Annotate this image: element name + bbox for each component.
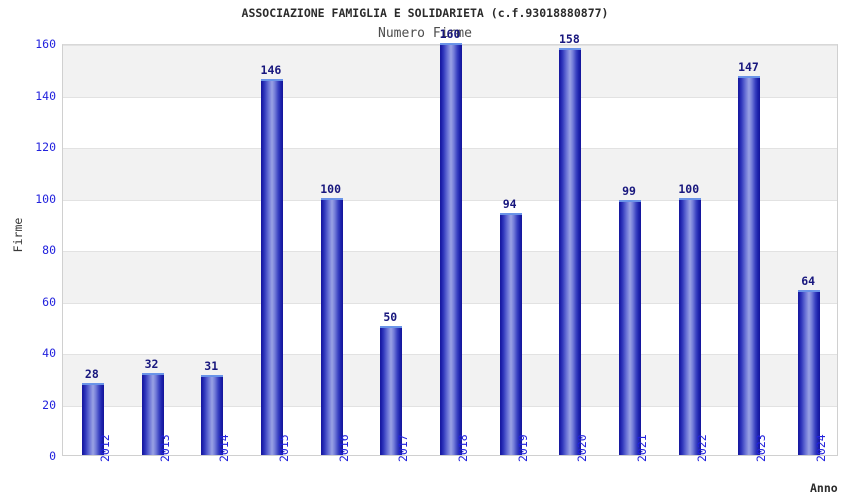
chart-subtitle: Numero Firme xyxy=(378,26,472,41)
bar[interactable] xyxy=(678,197,701,455)
bar-value-label: 50 xyxy=(383,310,398,325)
bar[interactable] xyxy=(738,76,761,455)
y-tick-label: 120 xyxy=(35,140,56,154)
chart-title: ASSOCIAZIONE FAMIGLIA E SOLIDARIETA (c.f… xyxy=(241,6,609,20)
bar-value-label: 100 xyxy=(678,181,700,196)
x-tick-label: 2016 xyxy=(336,434,351,462)
x-tick-label: 2022 xyxy=(694,434,709,462)
bar-value-label: 64 xyxy=(801,274,816,289)
bar-value-label: 32 xyxy=(144,356,159,371)
x-tick-label: 2013 xyxy=(157,434,172,462)
y-tick-label: 140 xyxy=(35,88,56,103)
bar-value-label: 158 xyxy=(558,32,580,47)
bar[interactable] xyxy=(798,290,821,455)
y-tick-label: 160 xyxy=(35,37,56,51)
x-tick-label: 2024 xyxy=(814,434,829,462)
y-axis-ticks: 0 20 40 60 80 100 120 140 160 xyxy=(0,0,56,500)
bar-value-label: 147 xyxy=(738,60,759,75)
bar-value-label: 99 xyxy=(622,184,636,199)
bar[interactable] xyxy=(260,79,283,455)
bar-value-label: 28 xyxy=(84,366,99,381)
x-tick-label: 2015 xyxy=(276,434,291,462)
x-tick-label: 2018 xyxy=(456,434,470,462)
y-tick-label: 20 xyxy=(42,397,56,412)
x-tick-label: 2023 xyxy=(754,434,769,462)
bar[interactable] xyxy=(141,372,164,455)
y-tick-label: 40 xyxy=(42,346,56,360)
x-tick-label: 2020 xyxy=(575,434,590,462)
x-tick-label: 2021 xyxy=(635,434,650,462)
bar-value-label: 160 xyxy=(439,27,461,41)
x-axis-label: Anno xyxy=(810,481,838,495)
y-tick-label: 80 xyxy=(42,243,56,257)
bar[interactable] xyxy=(499,212,522,455)
bar-value-label: 94 xyxy=(502,196,517,211)
x-tick-label: 2012 xyxy=(97,434,112,462)
bar-value-label: 100 xyxy=(320,181,341,196)
y-tick-label: 0 xyxy=(49,449,56,463)
y-axis-label: Firme xyxy=(11,217,25,253)
bar-value-label: 146 xyxy=(260,63,282,78)
plot-area xyxy=(62,43,838,456)
x-tick-label: 2019 xyxy=(515,434,530,462)
bar[interactable] xyxy=(81,382,104,455)
bar[interactable] xyxy=(380,326,403,455)
bar[interactable] xyxy=(440,43,462,455)
bar-value-label: 31 xyxy=(204,359,219,374)
bar[interactable] xyxy=(201,375,224,455)
bar[interactable] xyxy=(320,197,343,455)
y-tick-label: 60 xyxy=(42,294,56,309)
y-tick-label: 100 xyxy=(35,191,56,206)
x-tick-label: 2017 xyxy=(396,434,411,462)
bar[interactable] xyxy=(559,48,582,455)
bar[interactable] xyxy=(619,200,642,455)
x-tick-label: 2014 xyxy=(217,434,232,462)
